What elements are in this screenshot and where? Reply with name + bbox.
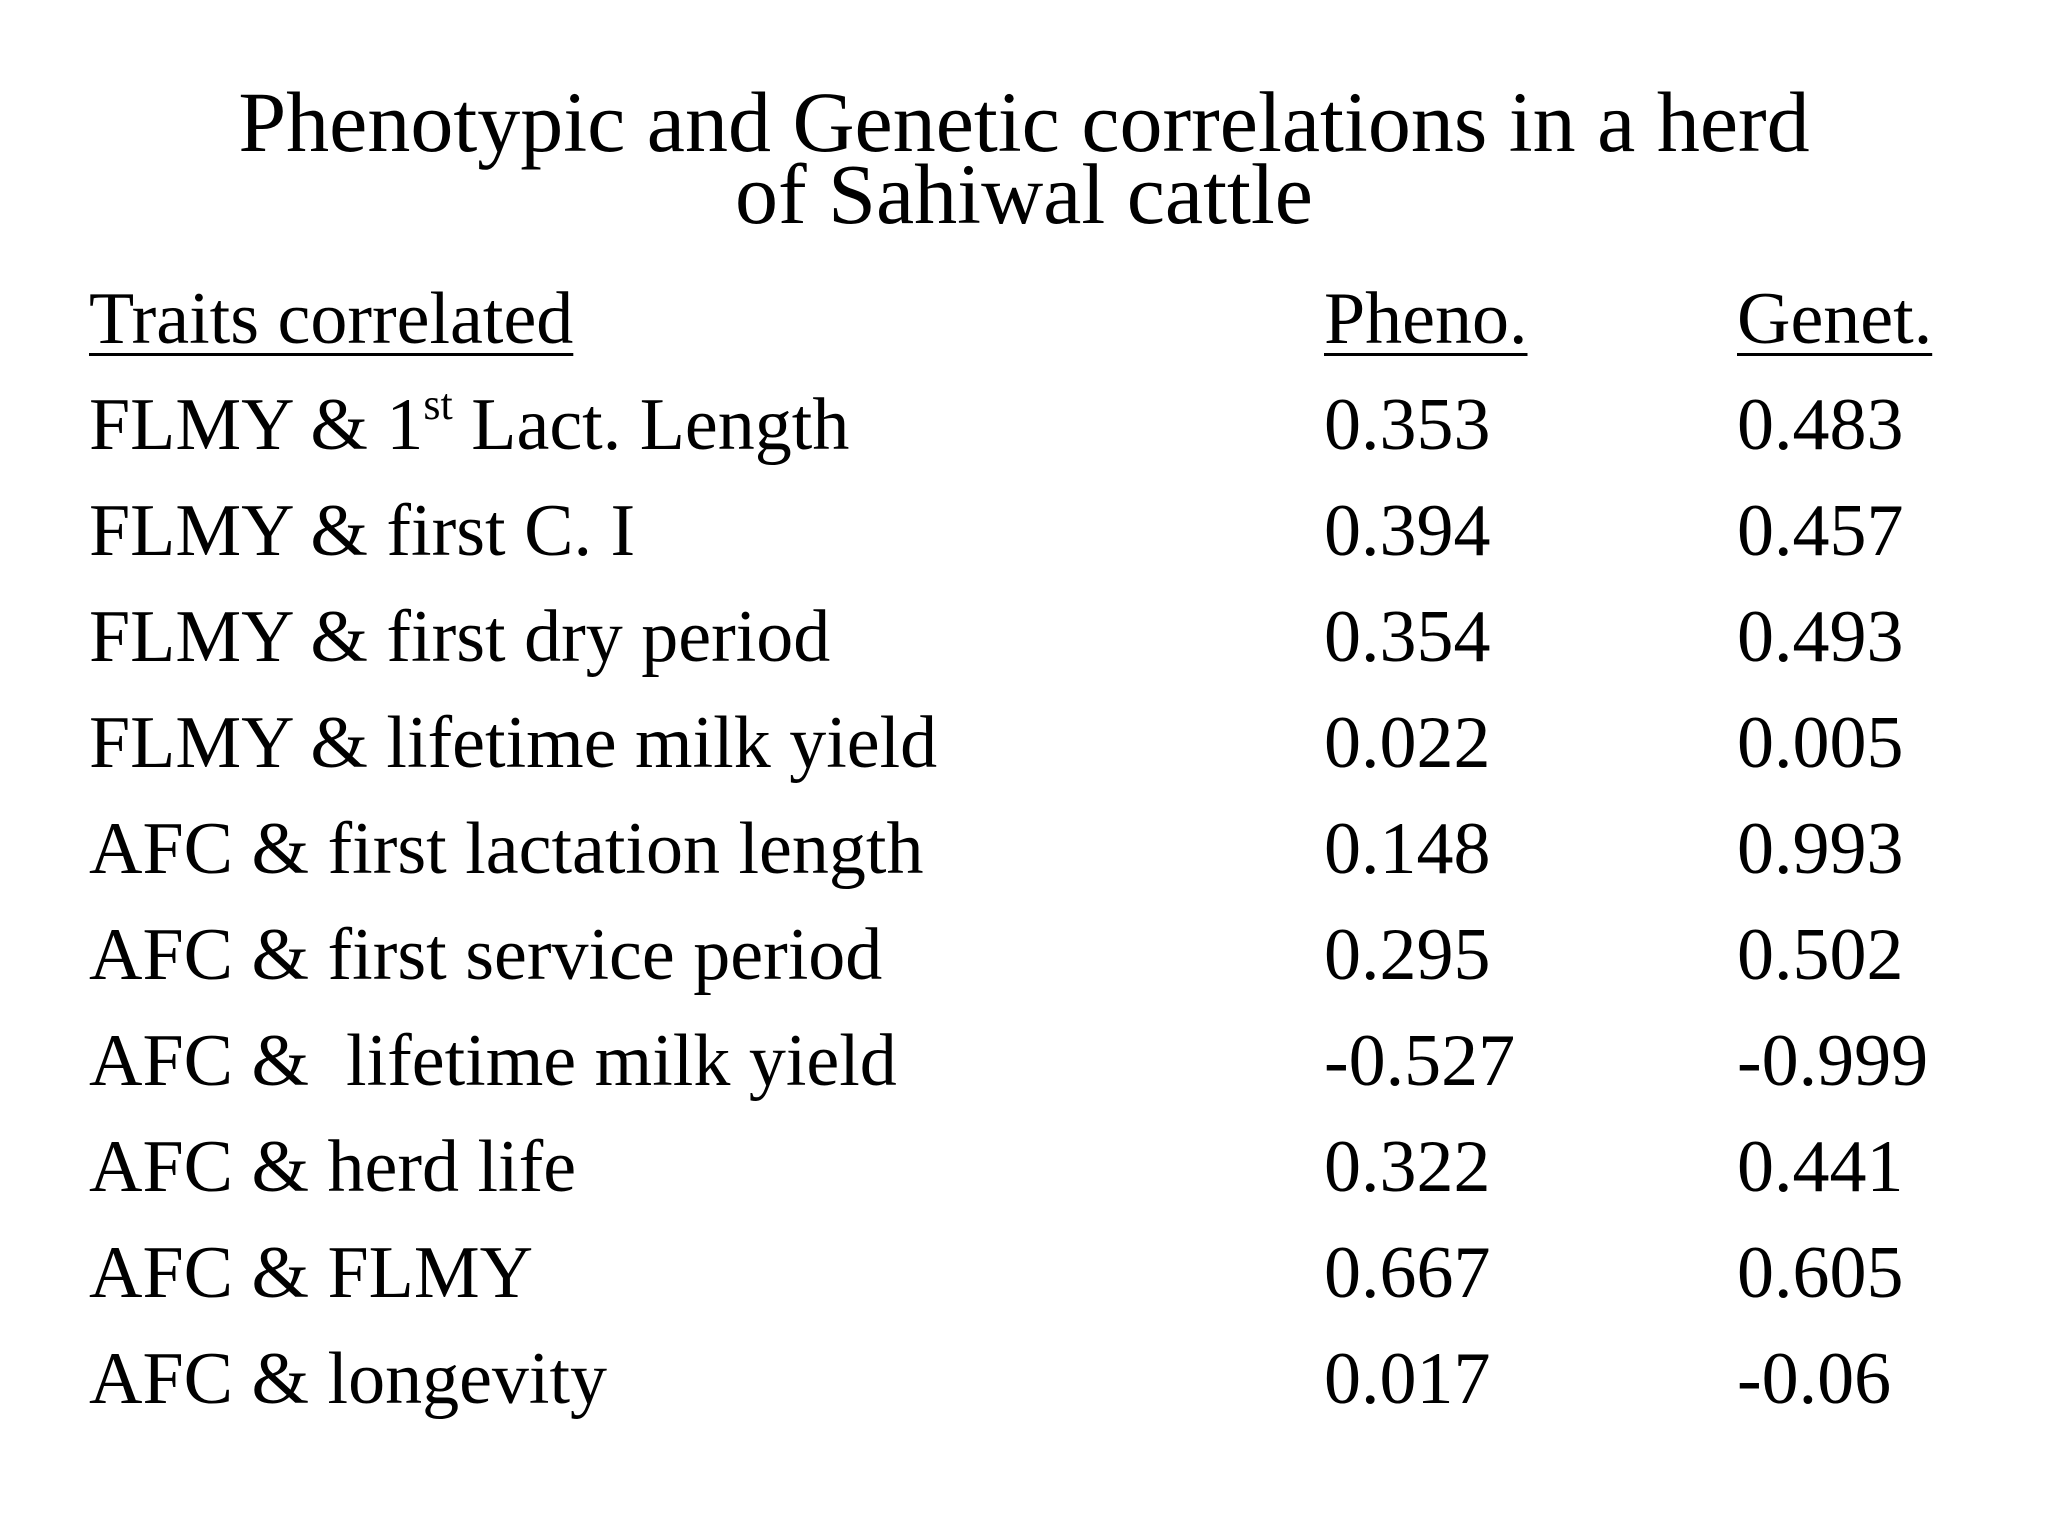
trait-text-before: FLMY & 1 (89, 384, 424, 466)
trait-superscript: st (423, 380, 453, 429)
header-traits-correlated: Traits correlated (89, 278, 574, 360)
trait-cell: AFC & first service period (89, 914, 883, 996)
pheno-cell: -0.527 (1324, 1020, 1516, 1102)
trait-cell: AFC & first lactation length (89, 808, 924, 890)
genet-cell: 0.493 (1737, 596, 1904, 678)
genet-cell: 0.605 (1737, 1232, 1904, 1314)
genet-cell: 0.483 (1737, 384, 1904, 466)
pheno-cell: 0.394 (1324, 490, 1491, 572)
table-row: AFC & first service period 0.295 0.502 (89, 902, 1989, 1008)
trait-cell: AFC & lifetime milk yield (89, 1020, 897, 1102)
trait-text-after: Lact. Length (452, 384, 850, 466)
table-row: FLMY & lifetime milk yield 0.022 0.005 (89, 690, 1989, 796)
genet-cell: 0.502 (1737, 914, 1904, 996)
trait-cell: FLMY & first dry period (89, 596, 831, 678)
pheno-cell: 0.667 (1324, 1232, 1491, 1314)
table-row: AFC & herd life 0.322 0.441 (89, 1114, 1989, 1220)
genet-cell: 0.005 (1737, 702, 1904, 784)
pheno-cell: 0.353 (1324, 384, 1491, 466)
genet-cell: 0.441 (1737, 1126, 1904, 1208)
table-row: FLMY & first dry period 0.354 0.493 (89, 584, 1989, 690)
trait-cell: AFC & herd life (89, 1126, 577, 1208)
table-header-row: Traits correlated Pheno. Genet. (89, 266, 1989, 372)
header-genet: Genet. (1737, 278, 1933, 360)
pheno-cell: 0.022 (1324, 702, 1491, 784)
header-pheno: Pheno. (1324, 278, 1528, 360)
table-row: AFC & lifetime milk yield -0.527 -0.999 (89, 1008, 1989, 1114)
pheno-cell: 0.148 (1324, 808, 1491, 890)
title-line-2: of Sahiwal cattle (735, 146, 1313, 242)
trait-cell: FLMY & lifetime milk yield (89, 702, 938, 784)
table-row: FLMY & first C. I 0.394 0.457 (89, 478, 1989, 584)
genet-cell: -0.999 (1737, 1020, 1929, 1102)
trait-cell: FLMY & first C. I (89, 490, 636, 572)
trait-cell: AFC & longevity (89, 1338, 608, 1420)
trait-cell: FLMY & 1st Lact. Length (89, 372, 849, 478)
genet-cell: 0.993 (1737, 808, 1904, 890)
pheno-cell: 0.322 (1324, 1126, 1491, 1208)
table-row: AFC & FLMY 0.667 0.605 (89, 1220, 1989, 1326)
genet-cell: -0.06 (1737, 1338, 1892, 1420)
trait-cell: AFC & FLMY (89, 1232, 534, 1314)
pheno-cell: 0.295 (1324, 914, 1491, 996)
table-row: FLMY & 1st Lact. Length 0.353 0.483 (89, 372, 1989, 478)
title-line-1: Phenotypic and Genetic correlations in a… (238, 74, 1810, 170)
correlation-table: Traits correlated Pheno. Genet. FLMY & 1… (89, 266, 1989, 1432)
genet-cell: 0.457 (1737, 490, 1904, 572)
slide-title: Phenotypic and Genetic correlations in a… (0, 74, 2048, 242)
table-row: AFC & first lactation length 0.148 0.993 (89, 796, 1989, 902)
table-row: AFC & longevity 0.017 -0.06 (89, 1326, 1989, 1432)
pheno-cell: 0.354 (1324, 596, 1491, 678)
pheno-cell: 0.017 (1324, 1338, 1491, 1420)
